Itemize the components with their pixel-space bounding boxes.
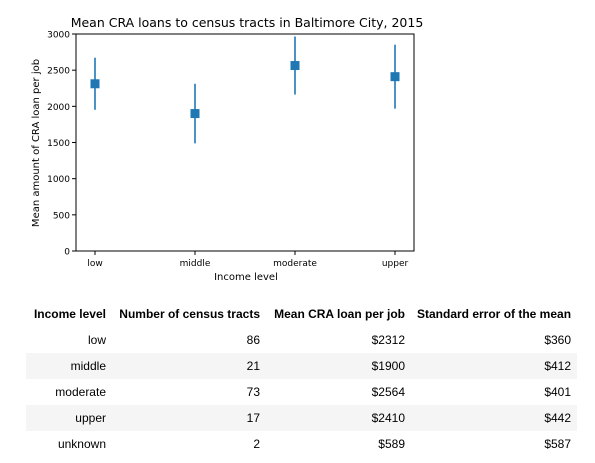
plot-frame bbox=[75, 33, 415, 252]
cell-std-error: $401 bbox=[544, 385, 572, 399]
y-tick-label: 500 bbox=[53, 211, 70, 221]
cell-mean-loan: $2564 bbox=[371, 385, 405, 399]
y-tick-label: 3000 bbox=[47, 31, 70, 41]
y-tick-label: 2000 bbox=[47, 103, 70, 113]
cell-mean-loan: $2312 bbox=[371, 333, 405, 347]
cell-income-level: unknown bbox=[57, 437, 106, 451]
x-tick-label: moderate bbox=[273, 259, 317, 269]
y-axis: 0 500 1000 1500 2000 2500 3000 bbox=[47, 31, 76, 258]
data-point bbox=[390, 72, 400, 82]
data-point bbox=[90, 79, 100, 89]
table-row: moderate 73 $2564 $401 bbox=[26, 379, 577, 405]
column-header: Standard error of the mean bbox=[417, 306, 572, 321]
data-point bbox=[190, 109, 200, 119]
cell-std-error: $412 bbox=[544, 359, 572, 373]
y-tick-label: 1000 bbox=[47, 175, 70, 185]
cell-income-level: upper bbox=[75, 411, 106, 425]
cell-income-level: low bbox=[87, 333, 106, 347]
y-tick-label: 1500 bbox=[47, 139, 70, 149]
cell-std-error: $587 bbox=[544, 437, 572, 451]
x-axis: low middle moderate upper bbox=[87, 251, 408, 269]
plot-area bbox=[90, 36, 400, 144]
cell-std-error: $442 bbox=[544, 411, 572, 425]
x-tick-label: middle bbox=[180, 259, 211, 269]
table-header-row: Income level Number of census tracts Mea… bbox=[26, 300, 577, 327]
x-axis-label: Income level bbox=[214, 272, 278, 283]
chart-title: Mean CRA loans to census tracts in Balti… bbox=[71, 15, 424, 30]
x-tick-label: upper bbox=[382, 259, 409, 269]
column-header: Income level bbox=[33, 306, 106, 321]
summary-table: Income level Number of census tracts Mea… bbox=[26, 300, 578, 457]
cell-income-level: middle bbox=[70, 359, 106, 373]
column-header: Mean CRA loan per job bbox=[274, 306, 405, 321]
cell-mean-loan: $589 bbox=[378, 437, 405, 451]
chart: Mean CRA loans to census tracts in Balti… bbox=[31, 15, 424, 283]
y-tick-label: 2500 bbox=[47, 67, 70, 77]
cell-tract-count: 17 bbox=[246, 411, 260, 425]
table-row: upper 17 $2410 $442 bbox=[26, 405, 578, 431]
table-row: middle 21 $1900 $412 bbox=[26, 353, 578, 379]
table-row: unknown 2 $589 $587 bbox=[26, 431, 577, 457]
cell-income-level: moderate bbox=[55, 385, 106, 399]
x-tick-label: low bbox=[87, 259, 102, 269]
cell-tract-count: 86 bbox=[246, 333, 260, 347]
cell-tract-count: 21 bbox=[246, 359, 260, 373]
y-tick-label: 0 bbox=[64, 248, 70, 258]
cell-mean-loan: $1900 bbox=[371, 359, 405, 373]
data-point bbox=[290, 61, 300, 71]
cell-tract-count: 2 bbox=[253, 437, 260, 451]
y-axis-label: Mean amount of CRA loan per job bbox=[31, 59, 42, 227]
cell-tract-count: 73 bbox=[246, 385, 260, 399]
column-header: Number of census tracts bbox=[119, 306, 260, 321]
cell-std-error: $360 bbox=[544, 333, 572, 347]
table-row: low 86 $2312 $360 bbox=[26, 327, 577, 353]
cell-mean-loan: $2410 bbox=[371, 411, 405, 425]
